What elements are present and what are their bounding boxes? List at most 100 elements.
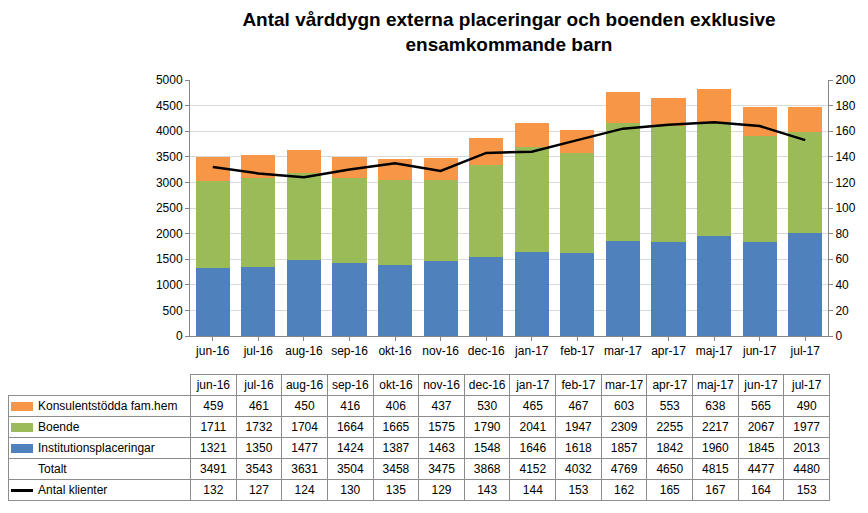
html-text:2041: 2041 xyxy=(519,420,547,434)
html-text:1845: 1845 xyxy=(747,441,775,455)
html-text:450: 450 xyxy=(294,399,315,413)
html-text:1977: 1977 xyxy=(793,420,820,434)
html-text:1575: 1575 xyxy=(428,420,455,434)
svg-text:180: 180 xyxy=(835,99,855,113)
html-text:feb-17: feb-17 xyxy=(561,378,596,392)
svg-text:5000: 5000 xyxy=(156,73,183,87)
svg-text:40: 40 xyxy=(835,278,849,292)
html-text:1321: 1321 xyxy=(200,441,227,455)
html-text:1618: 1618 xyxy=(565,441,592,455)
svg-text:Antal vårddygn externa placeri: Antal vårddygn externa placeringar och b… xyxy=(242,9,775,55)
svg-text:200: 200 xyxy=(835,73,855,87)
html-text:2217: 2217 xyxy=(702,420,729,434)
html-text:aug-16: aug-16 xyxy=(285,378,324,392)
svg-text:dec-16: dec-16 xyxy=(468,344,505,358)
svg-text:jun-16: jun-16 xyxy=(195,344,230,358)
svg-text:0: 0 xyxy=(835,329,842,343)
svg-text:maj-17: maj-17 xyxy=(696,344,733,358)
html-text:Konsulentstödda fam.hem: Konsulentstödda fam.hem xyxy=(38,399,178,413)
html-text:459: 459 xyxy=(203,399,224,413)
svg-text:sep-16: sep-16 xyxy=(331,344,368,358)
html-text:1350: 1350 xyxy=(245,441,273,455)
html-text:467: 467 xyxy=(568,399,589,413)
html-text:dec-16: dec-16 xyxy=(468,378,506,392)
html-text:Institutionsplaceringar: Institutionsplaceringar xyxy=(38,441,155,455)
html-text:565: 565 xyxy=(751,399,771,413)
html-text:jul-16: jul-16 xyxy=(244,378,274,392)
html-text:1665: 1665 xyxy=(382,420,410,434)
html-text:1842: 1842 xyxy=(656,441,684,455)
html-text:490: 490 xyxy=(796,399,817,413)
html-text:1387: 1387 xyxy=(382,441,410,455)
svg-text:nov-16: nov-16 xyxy=(422,344,459,358)
html-text:1463: 1463 xyxy=(428,441,455,455)
html-text:maj-17: maj-17 xyxy=(697,378,734,392)
svg-text:jul-16: jul-16 xyxy=(243,344,274,358)
html-text:2013: 2013 xyxy=(793,441,820,455)
html-text:1732: 1732 xyxy=(245,420,273,434)
html-text:465: 465 xyxy=(522,399,543,413)
html-text:603: 603 xyxy=(614,399,635,413)
html-text:1947: 1947 xyxy=(565,420,592,434)
html-text:2255: 2255 xyxy=(656,420,684,434)
html-text:1857: 1857 xyxy=(610,441,638,455)
html-text:530: 530 xyxy=(477,399,498,413)
html-text:okt-16: okt-16 xyxy=(379,378,413,392)
html-text:3491: 3491 xyxy=(200,462,227,476)
svg-text:140: 140 xyxy=(835,150,855,164)
svg-text:20: 20 xyxy=(835,304,849,318)
svg-text:2000: 2000 xyxy=(156,227,183,241)
svg-text:100: 100 xyxy=(835,201,855,215)
svg-text:okt-16: okt-16 xyxy=(378,344,412,358)
svg-text:4000: 4000 xyxy=(156,124,183,138)
svg-text:1500: 1500 xyxy=(156,252,183,266)
svg-text:4500: 4500 xyxy=(156,99,183,113)
html-text:1646: 1646 xyxy=(519,441,547,455)
svg-text:jun-17: jun-17 xyxy=(742,344,777,358)
svg-text:60: 60 xyxy=(835,252,849,266)
html-text:553: 553 xyxy=(659,399,680,413)
html-text:jan-17: jan-17 xyxy=(516,378,550,392)
html-text:Boende: Boende xyxy=(38,420,80,434)
html-text:461: 461 xyxy=(248,399,269,413)
html-text:3543: 3543 xyxy=(245,462,273,476)
html-text:416: 416 xyxy=(340,399,361,413)
svg-text:500: 500 xyxy=(163,304,183,318)
svg-text:mar-17: mar-17 xyxy=(604,344,642,358)
svg-text:aug-16: aug-16 xyxy=(285,344,323,358)
html-text:437: 437 xyxy=(431,399,452,413)
svg-text:160: 160 xyxy=(835,124,855,138)
html-text:jun-16: jun-16 xyxy=(196,378,230,392)
svg-text:80: 80 xyxy=(835,227,849,241)
html-text:1548: 1548 xyxy=(473,441,501,455)
html-text:nov-16: nov-16 xyxy=(423,378,460,392)
svg-text:120: 120 xyxy=(835,176,855,190)
html-text:sep-16: sep-16 xyxy=(331,378,369,392)
html-text:1424: 1424 xyxy=(336,441,364,455)
html-text:1711: 1711 xyxy=(200,420,227,434)
svg-text:feb-17: feb-17 xyxy=(560,344,594,358)
svg-text:3500: 3500 xyxy=(156,150,183,164)
svg-text:2500: 2500 xyxy=(156,201,183,215)
svg-text:apr-17: apr-17 xyxy=(651,344,686,358)
html-text:apr-17: apr-17 xyxy=(652,378,688,392)
svg-text:1000: 1000 xyxy=(156,278,183,292)
svg-text:0: 0 xyxy=(176,329,183,343)
svg-text:3000: 3000 xyxy=(156,176,183,190)
svg-text:jan-17: jan-17 xyxy=(514,344,549,358)
html-text:jul-17: jul-17 xyxy=(792,378,822,392)
html-text:Totalt: Totalt xyxy=(38,462,67,476)
html-text:3631: 3631 xyxy=(291,462,318,476)
html-text:406: 406 xyxy=(385,399,406,413)
html-text:mar-17: mar-17 xyxy=(605,378,644,392)
html-text:1704: 1704 xyxy=(291,420,318,434)
html-text:638: 638 xyxy=(705,399,726,413)
html-text:jun-17: jun-17 xyxy=(744,378,778,392)
html-text:2067: 2067 xyxy=(747,420,775,434)
html-text:1790: 1790 xyxy=(473,420,501,434)
svg-text:jul-17: jul-17 xyxy=(790,344,821,358)
html-text:2309: 2309 xyxy=(610,420,638,434)
html-text:1960: 1960 xyxy=(702,441,729,455)
html-text:1477: 1477 xyxy=(291,441,318,455)
html-text:1664: 1664 xyxy=(336,420,364,434)
